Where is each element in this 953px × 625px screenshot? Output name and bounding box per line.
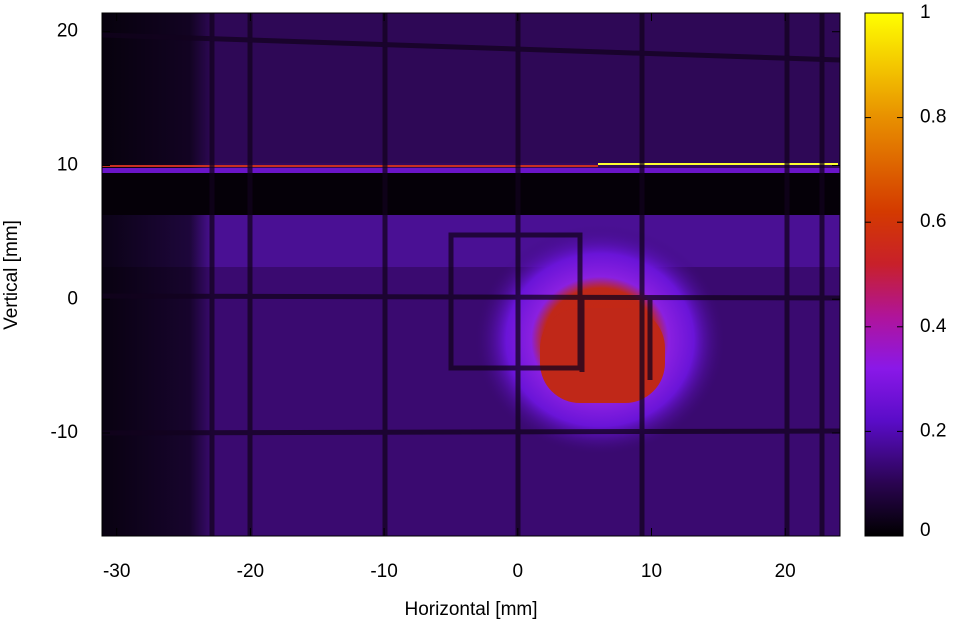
x-tick-label: 0	[513, 561, 524, 582]
x-tick-label: -30	[103, 561, 130, 582]
y-tick-label: -10	[51, 422, 78, 443]
plot-frame	[101, 12, 841, 537]
x-axis-label: Horizontal [mm]	[404, 599, 537, 620]
colorbar-tick-label: 1	[920, 2, 931, 23]
colorbar-tick-label: 0.8	[920, 107, 946, 128]
y-axis-label: Vertical [mm]	[1, 220, 22, 330]
y-tick-label: 10	[57, 155, 78, 176]
colorbar-tick-label: 0	[920, 520, 931, 541]
colorbar-tick-label: 0.4	[920, 316, 947, 337]
x-tick-label: 10	[641, 561, 662, 582]
x-tick-label: -20	[237, 561, 264, 582]
colorbar-tick-label: 0.6	[920, 211, 946, 232]
y-tick-label: 0	[67, 288, 78, 309]
colorbar-tick-label: 0.2	[920, 420, 946, 441]
x-tick-label: 20	[775, 561, 796, 582]
y-tick-label: 20	[57, 21, 78, 42]
x-tick-label: -10	[370, 561, 397, 582]
heatmap-image	[102, 13, 840, 536]
colorbar	[864, 12, 904, 537]
